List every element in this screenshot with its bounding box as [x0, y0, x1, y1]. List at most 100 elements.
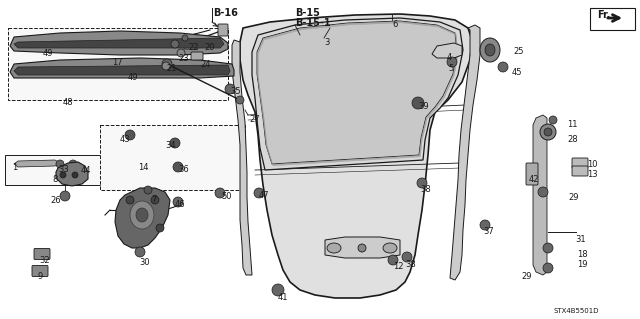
- Text: 39: 39: [418, 102, 429, 111]
- Text: 17: 17: [112, 58, 123, 67]
- Ellipse shape: [69, 160, 77, 168]
- Text: 42: 42: [529, 175, 540, 184]
- Ellipse shape: [72, 172, 78, 178]
- Text: Fr.: Fr.: [597, 10, 611, 20]
- Ellipse shape: [538, 187, 548, 197]
- Text: 34: 34: [165, 141, 175, 150]
- Text: 41: 41: [278, 293, 289, 302]
- Text: 7: 7: [151, 195, 156, 204]
- Ellipse shape: [254, 188, 264, 198]
- Text: B-16: B-16: [213, 8, 238, 18]
- Text: 49: 49: [128, 73, 138, 82]
- Text: 30: 30: [139, 258, 150, 267]
- Polygon shape: [257, 21, 457, 164]
- Ellipse shape: [544, 128, 552, 136]
- Text: 12: 12: [393, 262, 403, 271]
- Polygon shape: [14, 65, 230, 75]
- Text: 28: 28: [567, 135, 578, 144]
- Text: 21: 21: [166, 64, 177, 73]
- Text: 19: 19: [577, 260, 588, 269]
- Ellipse shape: [151, 196, 159, 204]
- Ellipse shape: [156, 224, 164, 232]
- FancyBboxPatch shape: [32, 265, 48, 277]
- Ellipse shape: [130, 201, 154, 229]
- Ellipse shape: [125, 130, 135, 140]
- Polygon shape: [240, 14, 472, 298]
- Text: 6: 6: [392, 20, 397, 29]
- Ellipse shape: [182, 35, 188, 41]
- Ellipse shape: [236, 96, 244, 104]
- Text: 36: 36: [178, 165, 189, 174]
- Text: 47: 47: [259, 191, 269, 200]
- Text: 26: 26: [50, 196, 61, 205]
- Polygon shape: [14, 38, 224, 48]
- Ellipse shape: [60, 172, 66, 178]
- Text: 4: 4: [447, 53, 452, 62]
- Ellipse shape: [177, 49, 185, 57]
- Ellipse shape: [173, 197, 183, 207]
- Text: B-15-1: B-15-1: [295, 18, 331, 28]
- Text: B-15: B-15: [295, 8, 320, 18]
- Text: 49: 49: [43, 49, 54, 58]
- Ellipse shape: [480, 38, 500, 62]
- Polygon shape: [432, 43, 462, 58]
- Ellipse shape: [327, 243, 341, 253]
- Text: 35: 35: [230, 87, 241, 96]
- Ellipse shape: [171, 40, 179, 48]
- Text: 46: 46: [175, 200, 186, 209]
- Text: 1: 1: [12, 163, 17, 172]
- Text: 33: 33: [58, 165, 68, 174]
- FancyBboxPatch shape: [5, 155, 110, 185]
- Text: 11: 11: [567, 120, 577, 129]
- Text: 18: 18: [577, 250, 588, 259]
- Ellipse shape: [56, 160, 64, 168]
- Ellipse shape: [358, 244, 366, 252]
- Text: 10: 10: [587, 160, 598, 169]
- Ellipse shape: [136, 208, 148, 222]
- Ellipse shape: [162, 62, 170, 70]
- Ellipse shape: [162, 59, 172, 69]
- Ellipse shape: [126, 196, 134, 204]
- Text: 43: 43: [120, 135, 131, 144]
- Text: 29: 29: [521, 272, 531, 281]
- Polygon shape: [14, 160, 60, 167]
- Text: 8: 8: [52, 175, 58, 184]
- Ellipse shape: [383, 243, 397, 253]
- Polygon shape: [325, 237, 400, 258]
- Ellipse shape: [543, 243, 553, 253]
- Text: 38: 38: [405, 260, 416, 269]
- Text: 3: 3: [324, 38, 330, 47]
- Text: 14: 14: [138, 163, 148, 172]
- Ellipse shape: [225, 84, 235, 94]
- Ellipse shape: [549, 116, 557, 124]
- Ellipse shape: [540, 124, 556, 140]
- Polygon shape: [56, 162, 88, 186]
- Ellipse shape: [447, 57, 457, 67]
- Text: 22: 22: [188, 43, 198, 52]
- FancyBboxPatch shape: [526, 163, 538, 185]
- Polygon shape: [533, 115, 547, 275]
- Ellipse shape: [498, 62, 508, 72]
- Text: 27: 27: [249, 115, 260, 124]
- Text: 9: 9: [37, 272, 42, 281]
- Text: 31: 31: [575, 235, 586, 244]
- Text: 24: 24: [200, 60, 211, 69]
- Polygon shape: [450, 25, 480, 280]
- Polygon shape: [232, 40, 252, 275]
- Ellipse shape: [485, 44, 495, 56]
- Ellipse shape: [173, 162, 183, 172]
- Text: 25: 25: [513, 47, 524, 56]
- Text: 48: 48: [63, 98, 74, 107]
- Text: STX4B5501D: STX4B5501D: [553, 308, 598, 314]
- FancyBboxPatch shape: [8, 28, 228, 100]
- Text: 50: 50: [221, 192, 232, 201]
- Ellipse shape: [170, 138, 180, 148]
- Ellipse shape: [480, 220, 490, 230]
- Ellipse shape: [135, 247, 145, 257]
- Ellipse shape: [60, 191, 70, 201]
- Text: 38: 38: [420, 185, 431, 194]
- Text: 37: 37: [483, 227, 493, 236]
- Text: 20: 20: [204, 43, 214, 52]
- Text: 44: 44: [81, 166, 92, 175]
- Ellipse shape: [388, 255, 398, 265]
